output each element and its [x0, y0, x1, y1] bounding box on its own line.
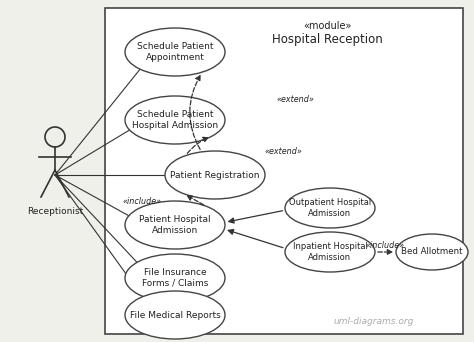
Text: Bed Allotment: Bed Allotment [401, 248, 463, 256]
Text: Patient Registration: Patient Registration [170, 171, 260, 180]
Text: uml-diagrams.org: uml-diagrams.org [333, 317, 414, 327]
Text: File Medical Reports: File Medical Reports [129, 311, 220, 319]
Text: «include»: «include» [122, 197, 162, 207]
Ellipse shape [396, 234, 468, 270]
Text: Inpatient Hospital
Admission: Inpatient Hospital Admission [292, 242, 367, 262]
Text: Receptionist: Receptionist [27, 207, 83, 216]
Text: Schedule Patient
Hospital Admission: Schedule Patient Hospital Admission [132, 110, 218, 130]
Text: «extend»: «extend» [264, 147, 302, 157]
Ellipse shape [285, 232, 375, 272]
Text: «include»: «include» [365, 240, 405, 250]
Text: Patient Hospital
Admission: Patient Hospital Admission [139, 215, 211, 235]
Ellipse shape [125, 96, 225, 144]
Text: Outpatient Hospital
Admission: Outpatient Hospital Admission [289, 198, 371, 218]
Ellipse shape [285, 188, 375, 228]
Text: «module»: «module» [303, 21, 351, 31]
Ellipse shape [125, 201, 225, 249]
Text: Schedule Patient
Appointment: Schedule Patient Appointment [137, 42, 213, 62]
Ellipse shape [125, 291, 225, 339]
Ellipse shape [125, 28, 225, 76]
Circle shape [45, 127, 65, 147]
Text: Hospital Reception: Hospital Reception [272, 34, 383, 47]
Ellipse shape [125, 254, 225, 302]
Text: File Insurance
Forms / Claims: File Insurance Forms / Claims [142, 268, 208, 288]
Ellipse shape [165, 151, 265, 199]
Text: «extend»: «extend» [276, 95, 314, 105]
Bar [105, 8, 463, 334]
